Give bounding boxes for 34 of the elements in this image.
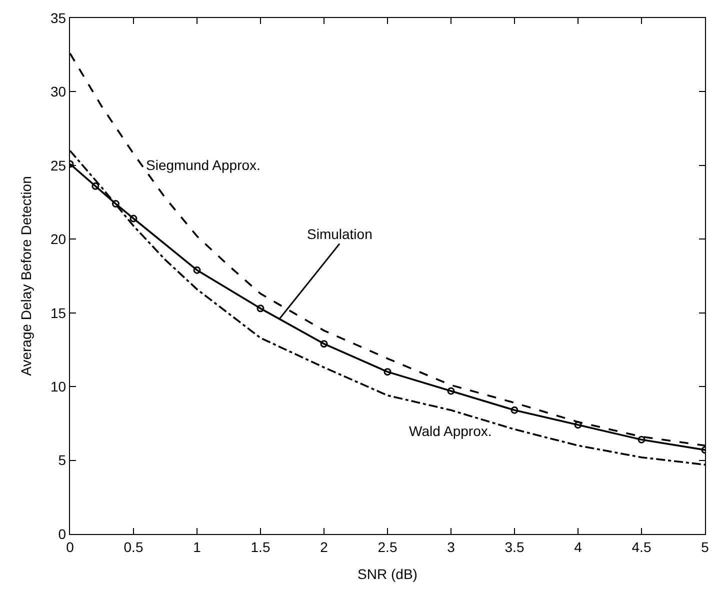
point [510,406,518,414]
x-tick-label: 4 [574,538,582,555]
point [130,214,138,222]
y-tick-label: 10 [50,378,66,394]
annotation: Siegmund Approx. [146,157,260,173]
y-tick-label: 25 [50,157,66,174]
x-tick-label: 3 [447,538,456,555]
point [638,436,646,444]
annotation: Simulation [307,226,372,242]
point [320,340,328,348]
x-tick-label: 0.5 [124,538,144,555]
point [193,266,201,274]
x-tick-label: 4.5 [632,538,652,555]
x-tick-label: 1 [193,538,202,555]
y-tick-label: 30 [50,84,66,100]
point [112,200,120,208]
x-tick-label: 5 [701,538,710,555]
point [574,421,582,429]
annotation: Wald Approx. [409,423,492,439]
y-tick-label: 20 [50,231,66,248]
y-tick-label: 0 [58,526,66,542]
y-axis-title: Average Delay Before Detection [18,176,34,376]
y-tick-label: 35 [50,10,66,26]
point [447,387,455,395]
x-tick-label: 1.5 [250,538,270,555]
x-axis-title: SNR (dB) [358,566,418,582]
point [384,368,392,376]
y-tick-label: 5 [58,452,66,468]
x-tick-label: 2 [320,538,328,555]
y-tick-label: 15 [50,304,66,321]
x-tick-label: 2.5 [378,538,398,555]
point [256,304,264,312]
point [92,182,100,190]
x-tick-label: 3.5 [504,538,524,555]
